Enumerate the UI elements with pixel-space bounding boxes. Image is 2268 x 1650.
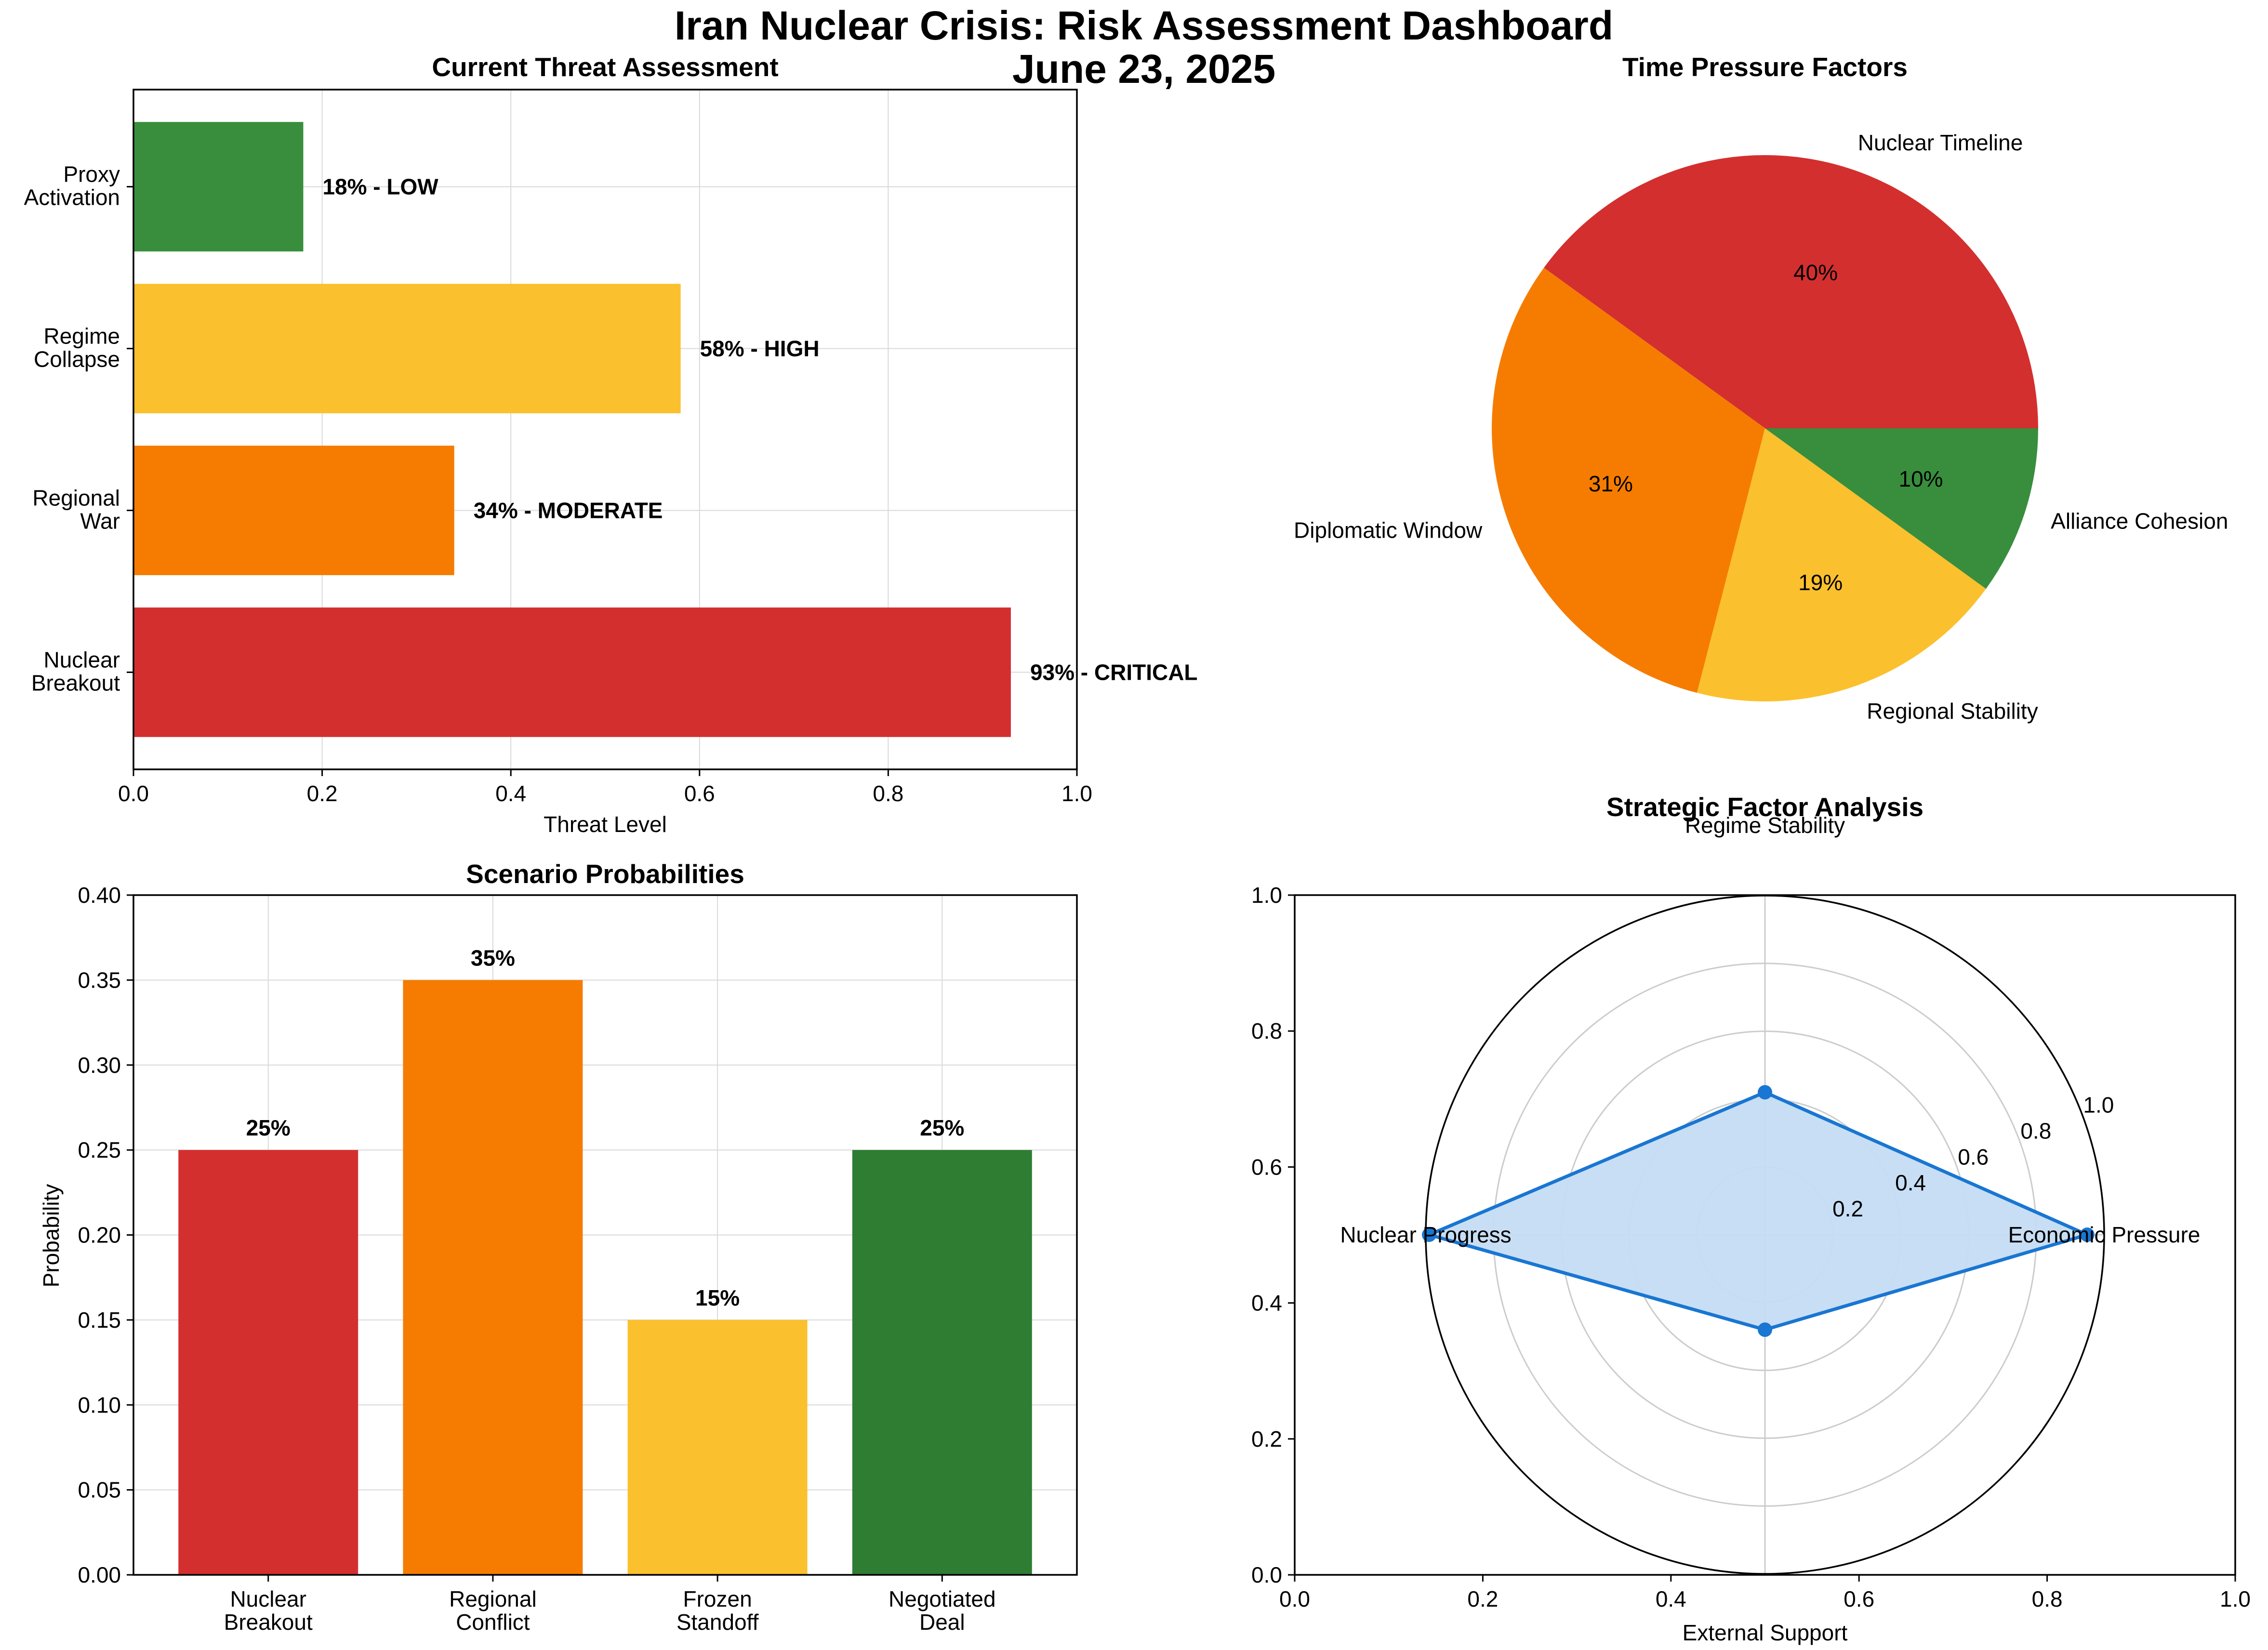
radar-bg-ytick-label: 0.4 <box>1251 1291 1282 1316</box>
threat-bar-label: 34% - MODERATE <box>474 498 663 523</box>
scenario-ytick-label: 0.15 <box>78 1307 121 1333</box>
scenario-xtick-label: Negotiated Deal <box>889 1586 996 1635</box>
threat-ytick-label: Regional War <box>32 485 120 533</box>
threat-xtick-label: 0.8 <box>873 781 903 806</box>
pie-slice-label: Diplomatic Window <box>1294 517 1483 542</box>
threat-ytick-label: Regime Collapse <box>34 324 120 372</box>
radar-bg-ytick-label: 1.0 <box>1251 883 1282 908</box>
scenario-ytick-label: 0.25 <box>78 1137 121 1162</box>
scenario-bar-label: 25% <box>246 1115 291 1140</box>
radar-bg-xtick-label: 0.6 <box>1844 1586 1874 1611</box>
pie-slice <box>1544 155 2038 428</box>
threat-ytick-label: Proxy Activation <box>24 162 120 210</box>
scenario-bar-label: 25% <box>920 1115 964 1140</box>
radar-area-fill <box>1429 1092 2087 1330</box>
scenario-chart-ylabel: Probability <box>39 1184 64 1288</box>
threat-chart-xlabel: Threat Level <box>544 812 667 837</box>
threat-chart-title: Current Threat Assessment <box>432 52 778 82</box>
scenario-probabilities-chart: Scenario Probabilities 25% 35% 15% 25% 0.00… <box>39 859 1078 1635</box>
figure-subtitle-date: June 23, 2025 <box>1012 46 1275 92</box>
radar-axis-label: Economic Pressure <box>2008 1222 2201 1247</box>
radar-bg-xtick-label: 0.0 <box>1279 1586 1310 1611</box>
threat-chart-frame <box>133 89 1078 770</box>
scenario-xtick-label: Regional Conflict <box>449 1586 537 1635</box>
threat-xtick-label: 0.4 <box>495 781 526 806</box>
threat-xtick-label: 0.0 <box>118 781 149 806</box>
radar-bg-xtick-label: 0.8 <box>2032 1586 2063 1611</box>
pie-slice-label: Nuclear Timeline <box>1858 130 2023 155</box>
scenario-bar-label: 35% <box>471 945 515 970</box>
scenario-bar <box>178 1150 358 1575</box>
threat-bar-label: 58% - HIGH <box>700 336 820 361</box>
scenario-ytick-label: 0.35 <box>78 967 121 992</box>
scenario-ytick-label: 0.00 <box>78 1562 121 1587</box>
radar-axis-label: Regime Stability <box>1685 813 1845 838</box>
radar-point <box>1422 1228 1437 1242</box>
pie-slice <box>1492 267 1765 693</box>
radar-bg-ytick-label: 0.8 <box>1251 1018 1282 1043</box>
radar-bg-ytick-label: 0.6 <box>1251 1154 1282 1179</box>
scenario-ytick-label: 0.10 <box>78 1392 121 1417</box>
radar-axis-label: Nuclear Progress <box>1340 1222 1511 1247</box>
figure-title: Iran Nuclear Crisis: Risk Assessment Das… <box>675 3 1613 48</box>
threat-bar <box>133 446 454 575</box>
threat-xtick-label: 1.0 <box>1061 781 1092 806</box>
scenario-xtick-label: Nuclear Breakout <box>224 1586 313 1635</box>
pie-percent-label: 19% <box>1798 570 1843 595</box>
radar-chart-title: Strategic Factor Analysis <box>1606 792 1923 822</box>
radar-rtick-label: 0.6 <box>1958 1144 1989 1169</box>
scenario-ytick-label: 0.05 <box>78 1478 121 1503</box>
pie-percent-label: 10% <box>1899 466 1943 491</box>
radar-rtick-label: 0.2 <box>1832 1196 1863 1221</box>
radar-rtick-label: 0.4 <box>1895 1170 1926 1195</box>
scenario-bar-label: 15% <box>695 1285 740 1310</box>
scenario-bar <box>403 980 583 1575</box>
pie-percent-label: 31% <box>1589 471 1633 496</box>
radar-point <box>1758 1322 1772 1337</box>
pie-slice <box>1765 428 2038 589</box>
pie-chart-title: Time Pressure Factors <box>1622 52 1908 82</box>
threat-xtick-label: 0.6 <box>684 781 715 806</box>
radar-bg-xtick-label: 1.0 <box>2220 1586 2251 1611</box>
time-pressure-pie-chart: Time Pressure Factors 40% Nuclear Timelin… <box>1294 52 2228 724</box>
radar-bg-ytick-label: 0.2 <box>1251 1426 1282 1452</box>
radar-bg-xtick-label: 0.2 <box>1467 1586 1498 1611</box>
threat-bar-label: 18% - LOW <box>322 174 438 199</box>
scenario-chart-frame <box>133 894 1078 1576</box>
radar-bg-xtick-label: 0.4 <box>1656 1586 1686 1611</box>
pie-percent-label: 40% <box>1793 260 1838 285</box>
radar-axis-label: External Support <box>1683 1620 1848 1645</box>
threat-bar <box>133 284 681 413</box>
strategic-factor-radar-chart: Strategic Factor Analysis 0.0 0.2 0.4 0.6 0.… <box>1251 792 2251 1645</box>
pie-slice <box>1697 428 1986 701</box>
radar-point <box>2080 1228 2095 1242</box>
pie-slice-label: Regional Stability <box>1867 699 2038 724</box>
threat-bar-label: 93% - CRITICAL <box>1030 660 1198 685</box>
scenario-ytick-label: 0.20 <box>78 1223 121 1248</box>
scenario-ytick-label: 0.40 <box>78 883 121 908</box>
scenario-ytick-label: 0.30 <box>78 1053 121 1078</box>
threat-assessment-chart: Current Threat Assessment 93% - CRITICAL… <box>24 52 1198 837</box>
scenario-chart-title: Scenario Probabilities <box>466 859 744 889</box>
radar-rtick-label: 1.0 <box>2083 1093 2114 1118</box>
threat-bar <box>133 122 304 251</box>
threat-xtick-label: 0.2 <box>307 781 338 806</box>
scenario-bar <box>852 1150 1032 1575</box>
radar-bg-ytick-label: 0.0 <box>1251 1562 1282 1587</box>
scenario-xtick-label: Frozen Standoff <box>676 1586 759 1635</box>
threat-bar <box>133 607 1011 737</box>
threat-ytick-label: Nuclear Breakout <box>31 647 120 695</box>
scenario-bar <box>627 1320 808 1575</box>
pie-slice-label: Alliance Cohesion <box>2051 509 2228 534</box>
radar-rtick-label: 0.8 <box>2020 1118 2051 1143</box>
radar-point <box>1758 1085 1772 1100</box>
